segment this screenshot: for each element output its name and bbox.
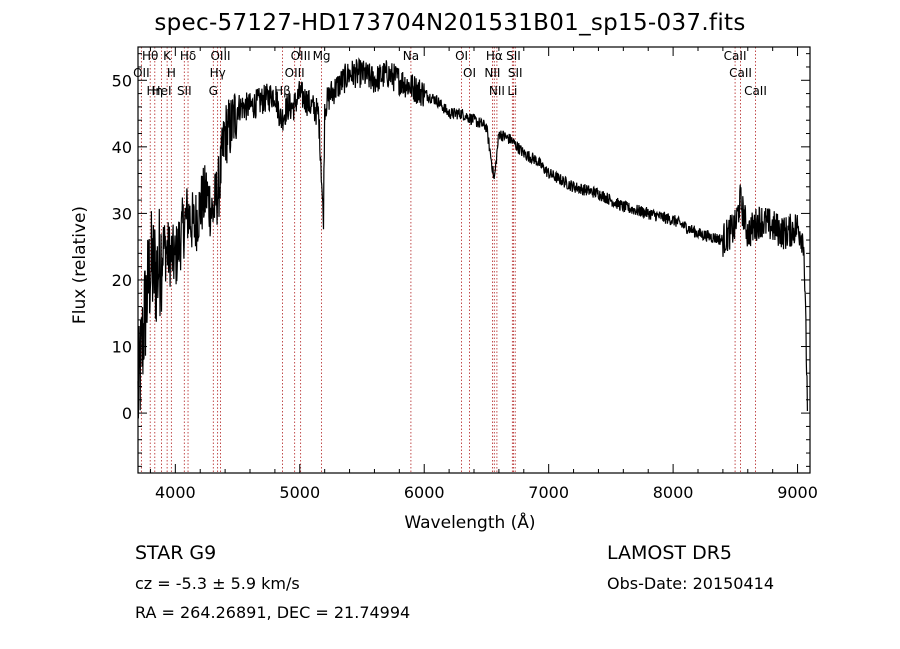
line-labels: Hθ OII Hη KH HeI Hδ SII OIII Hγ G OIII OIII Hβ Mg Na OI… [133, 49, 767, 98]
line-label-9: Hγ [210, 66, 226, 80]
line-label-23: Li [507, 84, 517, 98]
obs-date-label: Obs-Date: 20150414 [607, 574, 775, 593]
class-label: STAR G9 [135, 542, 217, 564]
y-tick-label-2: 20 [112, 271, 132, 290]
x-tick-label-5: 9000 [777, 483, 818, 502]
y-axis-label: Flux (relative) [70, 206, 90, 324]
line-label-17: OI [463, 66, 476, 80]
line-label-4: H [167, 66, 176, 80]
line-label-10: G [209, 84, 218, 98]
x-tick-label-2: 6000 [404, 483, 445, 502]
line-label-8: OIII [210, 49, 230, 63]
line-label-16: OI [455, 49, 468, 63]
y-tick-label-4: 40 [112, 138, 132, 157]
line-label-13: Hβ [274, 84, 291, 98]
line-label-20: NII [489, 84, 505, 98]
line-label-2: Hη [146, 84, 163, 98]
x-tick-label-4: 8000 [653, 483, 694, 502]
x-tick-label-1: 5000 [279, 483, 320, 502]
line-label-19: NII [484, 66, 500, 80]
line-label-14: Mg [313, 49, 331, 63]
y-tick-label-3: 30 [112, 204, 132, 223]
y-tick-label-1: 10 [112, 338, 132, 357]
line-label-0: Hθ [142, 49, 158, 63]
chart-title: spec-57127-HD173704N201531B01_sp15-037.f… [154, 10, 746, 36]
coords-label: RA = 264.26891, DEC = 21.74994 [135, 603, 411, 622]
line-label-11: OIII [291, 49, 311, 63]
line-label-25: CaII [729, 66, 752, 80]
line-label-5: HeI [152, 84, 172, 98]
line-label-24: CaII [724, 49, 747, 63]
line-label-26: CaII [744, 84, 767, 98]
spectrum-line [137, 57, 808, 419]
cz-label: cz = -5.3 ± 5.9 km/s [135, 574, 300, 593]
line-label-6: Hδ [180, 49, 196, 63]
x-tick-label-0: 4000 [155, 483, 196, 502]
line-label-12: OIII [285, 66, 305, 80]
line-label-21: SII [506, 49, 521, 63]
survey-label: LAMOST DR5 [607, 542, 732, 564]
line-label-22: SII [508, 66, 523, 80]
line-label-18: Hα [486, 49, 503, 63]
line-label-1: OII [133, 66, 150, 80]
axis-ticks: 4000 5000 6000 7000 8000 9000 0 10 20 30 40 50 [112, 47, 818, 502]
x-tick-label-3: 7000 [528, 483, 569, 502]
x-axis-label: Wavelength (Å) [404, 511, 535, 533]
line-label-7: SII [177, 84, 192, 98]
y-tick-label-0: 0 [122, 404, 132, 423]
line-label-3: K [163, 49, 172, 63]
line-label-15: Na [403, 49, 419, 63]
y-tick-label-5: 50 [112, 71, 132, 90]
